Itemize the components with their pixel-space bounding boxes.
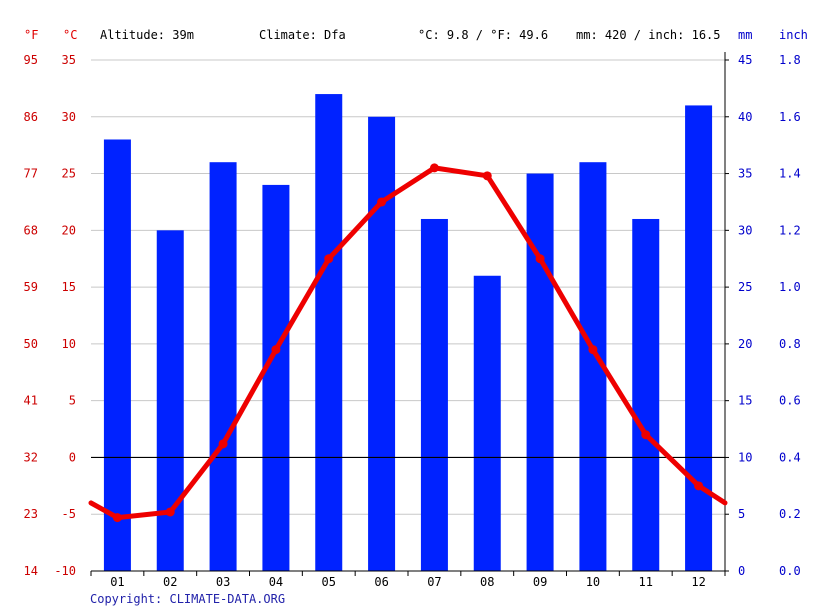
unit-inch-label: inch: [779, 28, 808, 42]
x-tick-label: 03: [216, 575, 230, 589]
temperature-point-02: [165, 507, 175, 517]
precipitation-bar-06: [368, 116, 396, 572]
temperature-point-12: [694, 481, 704, 491]
celsius-tick-label: 25: [62, 167, 76, 181]
temperature-point-06: [377, 197, 387, 207]
celsius-tick-label: -5: [62, 507, 76, 521]
altitude-label: Altitude: 39m: [100, 28, 194, 42]
fahrenheit-tick-label: 77: [24, 167, 38, 181]
precipitation-bar-11: [632, 218, 660, 571]
precipitation-bar-03: [209, 162, 237, 571]
temperature-point-09: [535, 254, 545, 264]
fahrenheit-tick-label: 68: [24, 223, 38, 237]
inch-tick-label: 0.6: [779, 394, 801, 408]
celsius-tick-label: 15: [62, 280, 76, 294]
x-tick-label: 01: [110, 575, 124, 589]
celsius-tick-label: 0: [69, 450, 76, 464]
mm-tick-label: 30: [738, 223, 752, 237]
inch-tick-label: 1.8: [779, 53, 801, 67]
fahrenheit-tick-label: 59: [24, 280, 38, 294]
inch-tick-label: 1.4: [779, 167, 801, 181]
precipitation-bar-07: [420, 218, 448, 571]
copyright-text: Copyright: CLIMATE-DATA.ORG: [90, 592, 286, 606]
temperature-point-07: [429, 163, 439, 173]
x-tick-label: 05: [322, 575, 336, 589]
mm-tick-label: 25: [738, 280, 752, 294]
average-temperature-label: °C: 9.8 / °F: 49.6: [418, 28, 549, 42]
temperature-point-03: [218, 439, 228, 449]
total-precipitation-label: mm: 420 / inch: 16.5: [576, 28, 721, 42]
temperature-point-11: [641, 430, 651, 440]
x-tick-label: 09: [533, 575, 547, 589]
fahrenheit-tick-label: 86: [24, 110, 38, 124]
precipitation-bar-04: [262, 184, 290, 571]
mm-tick-label: 0: [738, 564, 745, 578]
fahrenheit-tick-label: 32: [24, 450, 38, 464]
unit-celsius-label: °C: [63, 28, 78, 42]
mm-tick-label: 15: [738, 394, 752, 408]
inch-tick-label: 0.4: [779, 450, 801, 464]
temperature-point-08: [482, 171, 492, 181]
x-tick-label: 06: [374, 575, 388, 589]
celsius-tick-label: -10: [54, 564, 76, 578]
temperature-line: [88, 165, 728, 521]
fahrenheit-tick-label: 95: [24, 53, 38, 67]
mm-tick-label: 20: [738, 337, 752, 351]
temperature-point-04: [271, 345, 281, 355]
mm-tick-label: 45: [738, 53, 752, 67]
precipitation-bar-02: [156, 230, 184, 572]
x-tick-label: 02: [163, 575, 177, 589]
mm-tick-label: 5: [738, 507, 745, 521]
x-tick-label: 08: [480, 575, 494, 589]
x-tick-label: 11: [639, 575, 653, 589]
unit-fahrenheit-label: °F: [24, 28, 39, 42]
mm-tick-label: 10: [738, 450, 752, 464]
celsius-tick-label: 30: [62, 110, 76, 124]
fahrenheit-tick-label: 41: [24, 394, 38, 408]
x-tick-label: 12: [691, 575, 705, 589]
temperature-point-05: [324, 254, 334, 264]
inch-tick-label: 1.0: [779, 280, 801, 294]
x-tick-label: 07: [427, 575, 441, 589]
celsius-tick-label: 5: [69, 394, 76, 408]
temperature-point-01: [112, 513, 122, 523]
inch-tick-label: 0.0: [779, 564, 801, 578]
precipitation-bar-09: [526, 173, 554, 572]
x-tick-label: 10: [586, 575, 600, 589]
inch-tick-label: 1.6: [779, 110, 801, 124]
precipitation-bar-12: [685, 105, 713, 571]
inch-tick-label: 0.8: [779, 337, 801, 351]
precipitation-bar-01: [103, 139, 131, 571]
celsius-tick-label: 10: [62, 337, 76, 351]
climate-label: Climate: Dfa: [259, 28, 346, 42]
celsius-tick-label: 35: [62, 53, 76, 67]
fahrenheit-tick-label: 23: [24, 507, 38, 521]
precipitation-bar-08: [473, 275, 501, 571]
celsius-tick-label: 20: [62, 223, 76, 237]
inch-tick-label: 0.2: [779, 507, 801, 521]
fahrenheit-tick-label: 14: [24, 564, 38, 578]
mm-tick-label: 35: [738, 167, 752, 181]
precipitation-bar-05: [315, 94, 343, 572]
x-tick-label: 04: [269, 575, 283, 589]
inch-tick-label: 1.2: [779, 223, 801, 237]
fahrenheit-tick-label: 50: [24, 337, 38, 351]
unit-mm-label: mm: [738, 28, 753, 42]
temperature-point-10: [588, 345, 598, 355]
mm-tick-label: 40: [738, 110, 752, 124]
